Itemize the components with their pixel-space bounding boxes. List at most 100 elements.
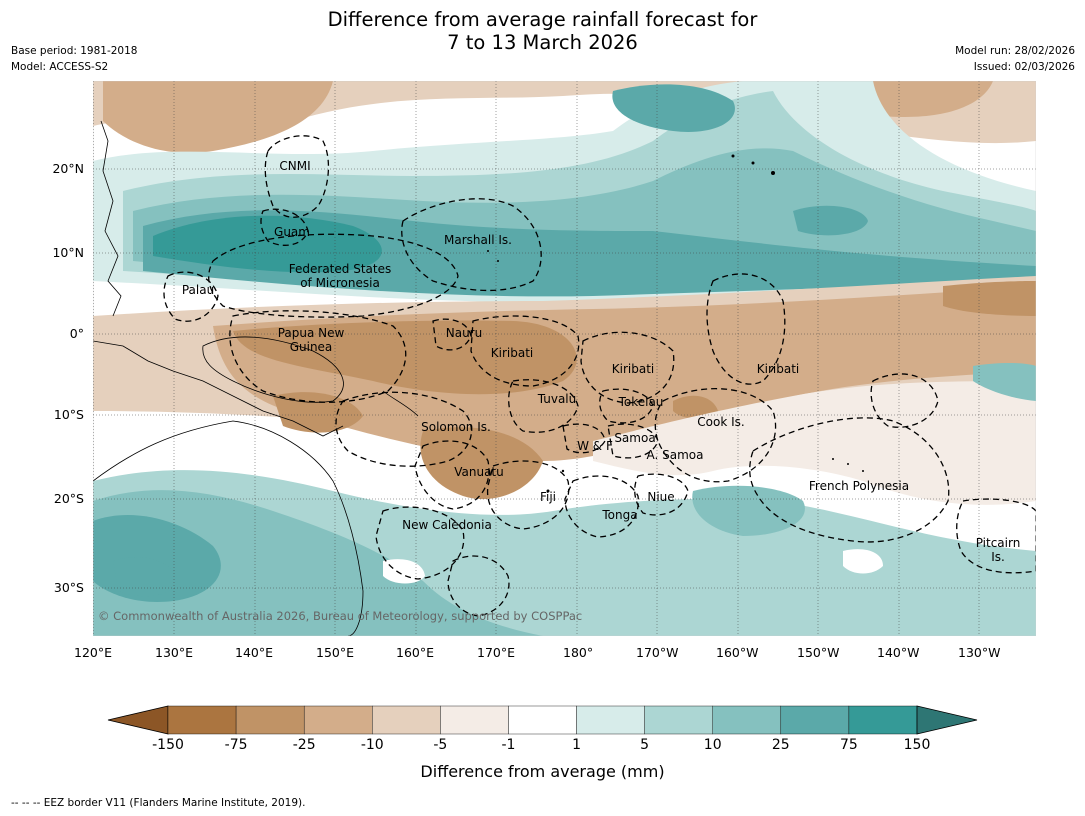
field-brown-pale-south [593,381,1036,505]
x-label-170w: 170°W [636,645,679,660]
label-vanuatu: Vanuatu [454,465,504,479]
colorbar-segment [372,705,441,735]
eez-kiribati-central [580,331,675,404]
island-hawaii-2 [751,161,755,165]
field-teal-southeast [692,485,805,536]
colorbar-label: 10 [703,737,722,753]
colorbar-label: -75 [224,737,248,753]
field-teal-blob-east [793,205,868,236]
colorbar-segment [644,705,713,735]
field-north-brown-dark [103,81,333,153]
eez-niue [634,473,689,516]
y-label-30s: 30°S [53,580,84,595]
label-cnmi: CNMI [279,159,310,173]
title-line-1: Difference from average rainfall forecas… [327,8,758,31]
eez-fiji [486,460,570,530]
y-label-10s: 10°S [53,407,84,422]
x-label-160w: 160°W [716,645,759,660]
label-kiribati-east: Kiribati [757,362,799,376]
colorbar-label: 1 [572,737,581,753]
eez-south-loop [447,555,510,617]
eez-pitcairn [956,498,1036,574]
colorbar-segment [303,705,373,735]
region-labels: CNMI Guam Marshall Is. Federated States … [98,159,1020,623]
label-cook: Cook Is. [697,415,744,429]
colorbar-arrow-low [107,705,169,735]
x-label-140w: 140°W [877,645,920,660]
label-pitcairn-line2: Is. [991,550,1005,564]
eez-nauru [432,318,472,351]
eez-kiribati-west [470,315,580,387]
coastlines [93,120,419,636]
field-teal-north-blob [612,84,735,132]
y-label-10n: 10°N [52,245,84,260]
label-kiribati-central: Kiribati [612,362,654,376]
colorbar-segment [167,705,237,735]
island-frpoly-3 [862,470,864,472]
rainfall-map: CNMI Guam Marshall Is. Federated States … [93,81,1036,636]
field-brown-dark-vanuatu [420,427,543,500]
colorbar-label: 75 [839,737,858,753]
label-fsm-line2: of Micronesia [300,276,380,290]
eez-cook [654,388,777,483]
colorbar-label: -1 [501,737,516,753]
field-white-sw [383,559,425,584]
field-teal-band [143,210,1036,297]
indonesia-coast [93,340,344,437]
eez-kiribati-east [706,273,786,385]
eez-new-caledonia [375,506,465,580]
field-south-teal-mid [93,490,543,636]
eez-tokelau [599,388,654,424]
label-tonga: Tonga [601,508,637,522]
eez-tuvalu [508,379,579,433]
x-label-130w: 130°W [958,645,1001,660]
label-pitcairn-line1: Pitcairn [976,536,1021,550]
colorbar-segment [440,705,509,735]
y-label-20n: 20°N [52,161,84,176]
y-label-0: 0° [69,326,84,341]
field-brown-dark-east [943,281,1036,316]
colorbar-label: -25 [292,737,316,753]
label-png-line1: Papua New [278,326,345,340]
island-hawaii-1 [731,154,735,158]
model-name: Model: ACCESS-S2 [11,61,109,73]
island-marshall-1 [487,250,489,252]
island-marshall-2 [497,260,499,262]
eez-footnote: -- -- -- EEZ border V11 (Flanders Marine… [11,797,306,809]
label-tokelau: Tokelau [618,395,664,409]
colorbar-segment [576,705,645,735]
eez-cnmi [264,135,330,218]
colorbar-label: -10 [360,737,384,753]
island-fiji-1 [546,489,550,493]
colorbar-segment [848,705,918,735]
colorbar-label: -150 [152,737,184,753]
eez-wf [562,423,606,454]
eez-french-polynesia [749,417,950,543]
label-png-line2: Guinea [290,340,333,354]
field-equatorial-brown-dark [233,320,577,395]
island-frpoly-1 [832,458,834,460]
label-nauru: Nauru [446,326,482,340]
title-line-2: 7 to 13 March 2026 [447,31,638,54]
eez-vanuatu [414,440,490,510]
colorbar-label: 150 [903,737,931,753]
label-tuvalu: Tuvalu [537,392,577,406]
island-markers [487,154,864,493]
y-label-20s: 20°S [53,491,84,506]
copyright-notice: © Commonwealth of Australia 2026, Bureau… [98,609,582,623]
colorbar-label: 25 [771,737,790,753]
island-frpoly-2 [847,463,849,465]
field-teal-dark-band [153,215,382,273]
eez-borders [163,135,1036,617]
model-run: Model run: 28/02/2026 [955,45,1075,57]
label-asamoa: A. Samoa [647,448,704,462]
x-label-120e: 120°E [74,645,113,660]
field-teal-sw-corner [113,557,178,597]
x-label-140e: 140°E [235,645,274,660]
x-label-130e: 130°E [155,645,194,660]
base-period: Base period: 1981-2018 [11,45,138,57]
field-white-se [843,549,883,574]
australia-coast [93,420,364,636]
island-hawaii-3 [771,171,775,175]
eez-fsm [208,233,459,318]
